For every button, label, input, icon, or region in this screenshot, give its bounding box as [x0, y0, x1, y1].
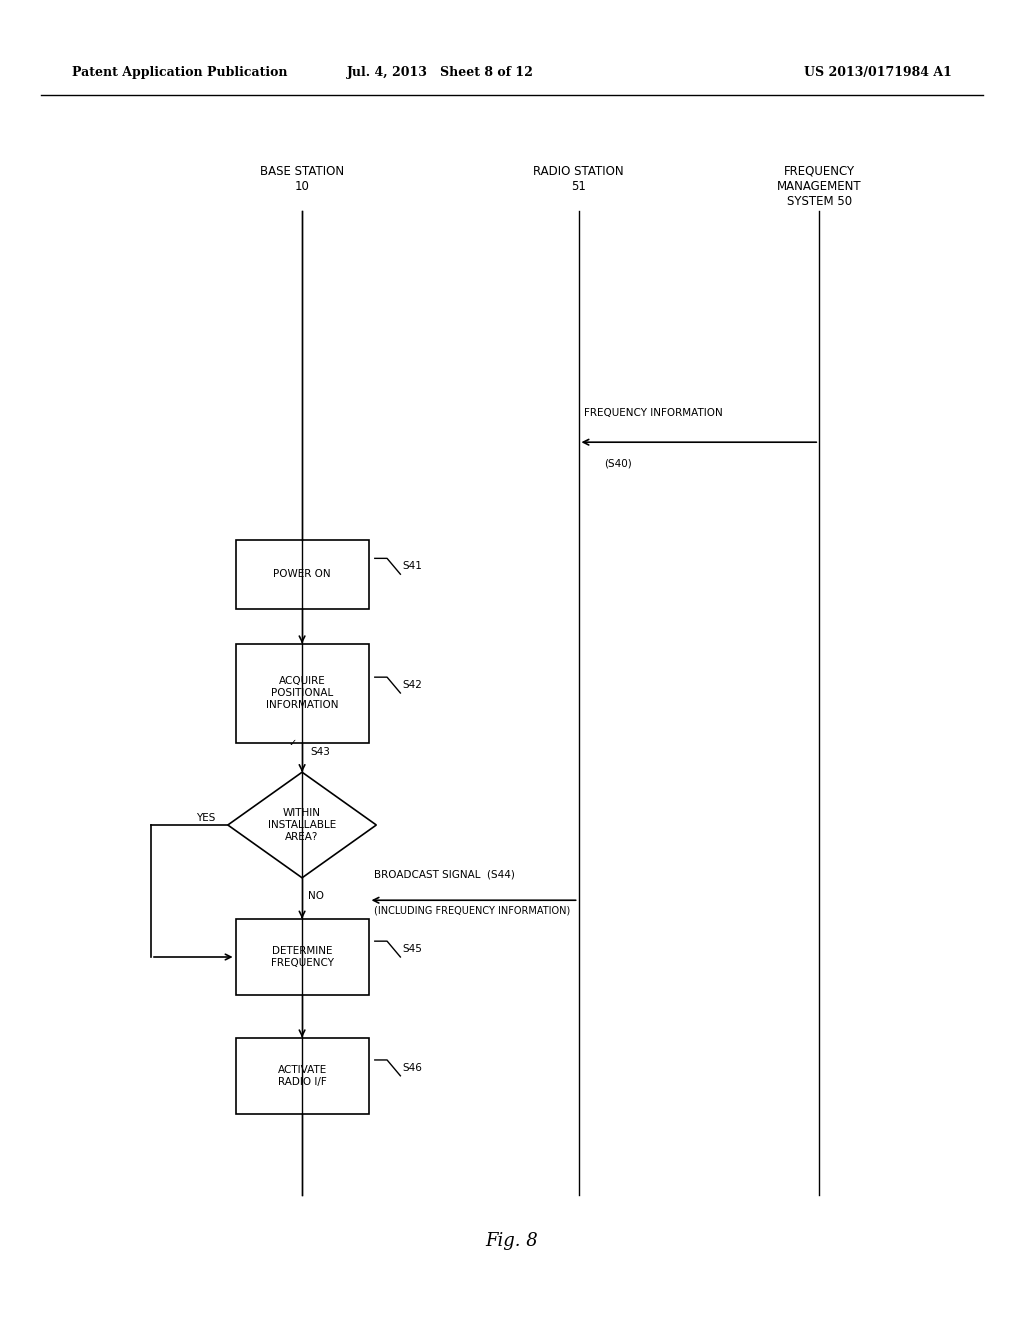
- Text: POWER ON: POWER ON: [273, 569, 331, 579]
- Text: NO: NO: [308, 891, 325, 902]
- FancyBboxPatch shape: [236, 644, 369, 742]
- Text: ✓: ✓: [289, 738, 297, 748]
- Text: Patent Application Publication: Patent Application Publication: [72, 66, 287, 79]
- Text: US 2013/0171984 A1: US 2013/0171984 A1: [805, 66, 952, 79]
- Text: BROADCAST SIGNAL  (S44): BROADCAST SIGNAL (S44): [374, 869, 515, 879]
- Text: RADIO STATION
51: RADIO STATION 51: [534, 165, 624, 193]
- Text: YES: YES: [197, 813, 215, 824]
- Text: Fig. 8: Fig. 8: [485, 1232, 539, 1250]
- Text: ACTIVATE
RADIO I/F: ACTIVATE RADIO I/F: [278, 1065, 327, 1086]
- Text: (S40): (S40): [604, 458, 632, 469]
- Text: DETERMINE
FREQUENCY: DETERMINE FREQUENCY: [270, 946, 334, 968]
- Text: S41: S41: [402, 561, 422, 572]
- Polygon shape: [227, 772, 377, 878]
- FancyBboxPatch shape: [236, 540, 369, 609]
- Text: S45: S45: [402, 944, 422, 954]
- Text: Jul. 4, 2013   Sheet 8 of 12: Jul. 4, 2013 Sheet 8 of 12: [347, 66, 534, 79]
- Text: BASE STATION
10: BASE STATION 10: [260, 165, 344, 193]
- Text: FREQUENCY
MANAGEMENT
SYSTEM 50: FREQUENCY MANAGEMENT SYSTEM 50: [777, 165, 861, 209]
- Text: (INCLUDING FREQUENCY INFORMATION): (INCLUDING FREQUENCY INFORMATION): [374, 906, 570, 916]
- Text: FREQUENCY INFORMATION: FREQUENCY INFORMATION: [584, 408, 722, 418]
- FancyBboxPatch shape: [236, 919, 369, 995]
- Text: S43: S43: [310, 747, 330, 758]
- Text: S46: S46: [402, 1063, 422, 1073]
- FancyBboxPatch shape: [236, 1038, 369, 1114]
- Text: S42: S42: [402, 680, 422, 690]
- Text: WITHIN
INSTALLABLE
AREA?: WITHIN INSTALLABLE AREA?: [268, 808, 336, 842]
- Text: ACQUIRE
POSITIONAL
INFORMATION: ACQUIRE POSITIONAL INFORMATION: [266, 676, 338, 710]
